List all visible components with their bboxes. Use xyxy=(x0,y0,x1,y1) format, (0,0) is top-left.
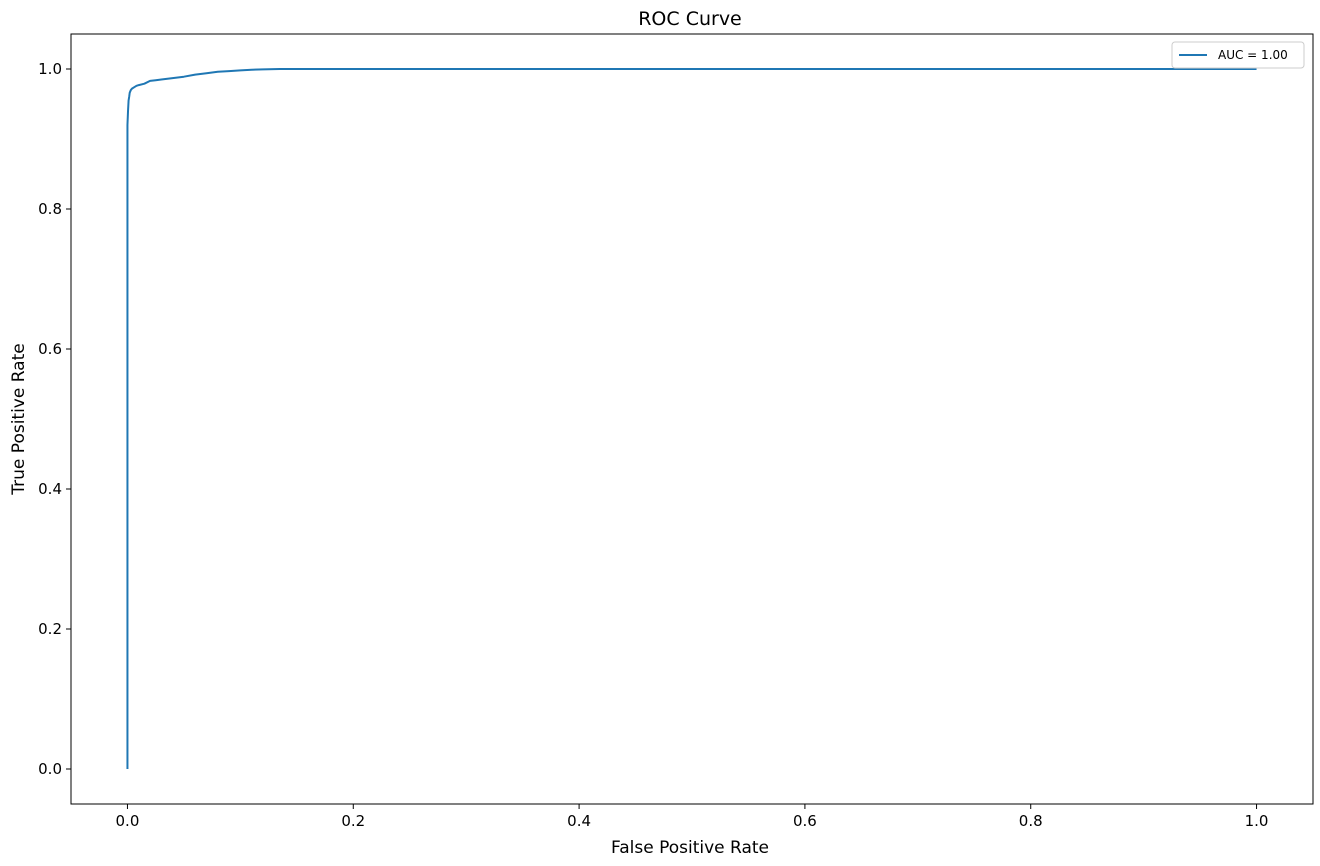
x-tick-label: 0.4 xyxy=(567,812,591,830)
x-tick-label: 1.0 xyxy=(1245,812,1269,830)
plot-area xyxy=(70,33,1314,805)
legend-entry-label: AUC = 1.00 xyxy=(1218,48,1288,62)
x-tick-label: 0.6 xyxy=(793,812,817,830)
y-tick-label: 0.4 xyxy=(38,480,62,498)
x-tick-label: 0.0 xyxy=(116,812,140,830)
legend: AUC = 1.00 xyxy=(1171,41,1305,69)
chart-title: ROC Curve xyxy=(638,8,742,30)
y-tick-label: 0.0 xyxy=(38,760,62,778)
y-tick-label: 0.6 xyxy=(38,340,62,358)
x-axis-ticks: 0.0 0.2 0.4 0.6 0.8 1.0 xyxy=(116,804,1269,830)
y-tick-label: 1.0 xyxy=(38,60,62,78)
y-tick-label: 0.2 xyxy=(38,620,62,638)
x-tick-label: 0.8 xyxy=(1019,812,1043,830)
y-tick-label: 0.8 xyxy=(38,200,62,218)
x-tick-label: 0.2 xyxy=(341,812,365,830)
roc-series-line xyxy=(126,68,1257,769)
x-axis-label: False Positive Rate xyxy=(611,838,769,858)
legend-box xyxy=(1171,41,1305,69)
y-axis-ticks: 0.0 0.2 0.4 0.6 0.8 1.0 xyxy=(38,60,71,778)
y-axis-label: True Positive Rate xyxy=(9,343,29,495)
